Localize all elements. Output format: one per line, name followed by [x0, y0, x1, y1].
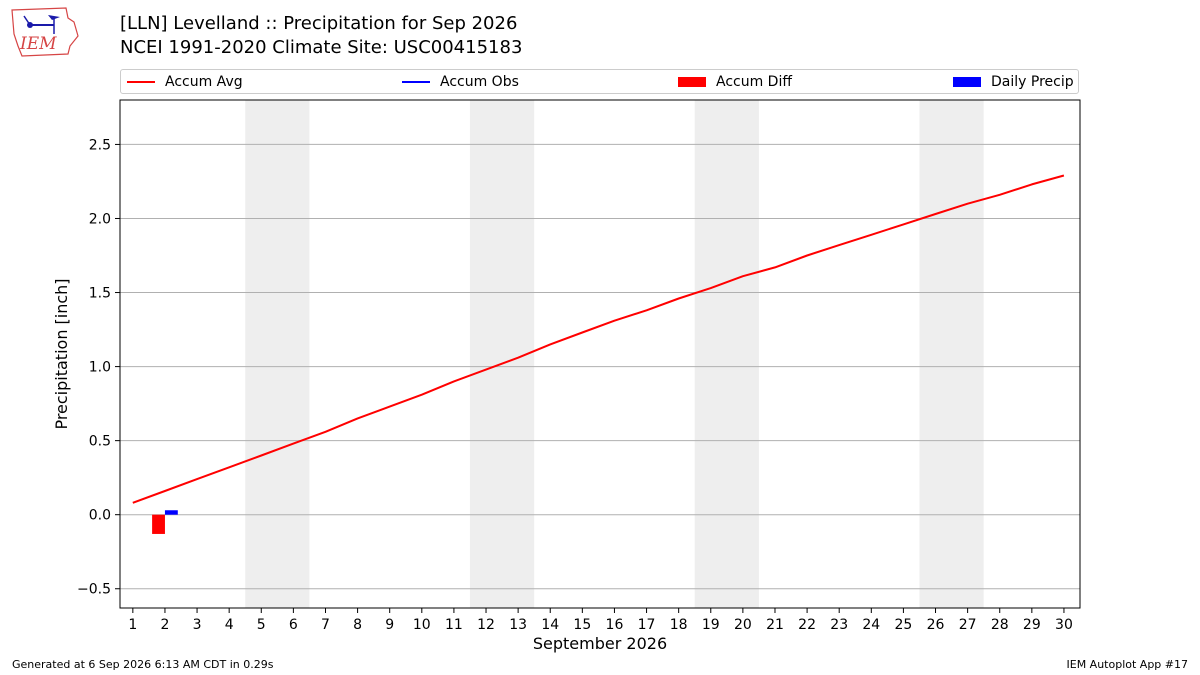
y-tick-label-0: −0.5	[77, 582, 111, 598]
legend-item-accum-diff: Accum Diff	[678, 73, 792, 91]
x-tick-label-12: 13	[509, 617, 527, 633]
legend-item-daily-precip: Daily Precip	[953, 73, 1074, 91]
iem-logo: IEM	[11, 7, 79, 57]
weekend-band-4	[919, 100, 984, 608]
y-axis-label: Precipitation [inch]	[52, 278, 71, 429]
chart-title: [LLN] Levelland :: Precipitation for Sep…	[120, 13, 518, 34]
x-tick-label-18: 19	[702, 617, 720, 633]
weekend-band-3	[694, 100, 759, 608]
x-tick-label-3: 4	[225, 617, 234, 633]
legend-swatch-daily-precip	[953, 77, 981, 87]
plot-frame	[119, 99, 1081, 609]
weekend-band-1	[245, 100, 310, 608]
app-note: IEM Autoplot App #17	[1066, 658, 1189, 671]
legend-label-accum-obs: Accum Obs	[440, 74, 519, 90]
legend-item-accum-obs: Accum Obs	[402, 73, 519, 91]
y-tick-label-2: 0.5	[89, 434, 111, 450]
x-tick-label-27: 28	[991, 617, 1009, 633]
x-tick-label-19: 20	[734, 617, 752, 633]
legend-label-daily-precip: Daily Precip	[991, 74, 1074, 90]
y-tick-label-5: 2.0	[89, 211, 111, 227]
legend-label-accum-diff: Accum Diff	[716, 74, 793, 90]
y-tick-label-6: 2.5	[89, 137, 111, 153]
x-tick-label-28: 29	[1023, 617, 1041, 633]
x-tick-label-7: 8	[353, 617, 362, 633]
x-tick-label-1: 2	[160, 617, 169, 633]
legend-swatch-accum-diff	[678, 77, 706, 87]
x-tick-label-22: 23	[830, 617, 848, 633]
x-tick-label-10: 11	[445, 617, 463, 633]
x-tick-label-24: 25	[894, 617, 912, 633]
legend-item-accum-avg: Accum Avg	[127, 73, 243, 91]
x-tick-label-29: 30	[1055, 617, 1073, 633]
bar-daily-precip-0	[164, 510, 178, 515]
weekend-band-2	[469, 100, 535, 608]
x-tick-label-8: 9	[385, 617, 394, 633]
legend-swatch-accum-obs	[402, 81, 430, 83]
x-tick-label-14: 15	[573, 617, 591, 633]
x-tick-label-17: 18	[670, 617, 688, 633]
y-tick-label-1: 0.0	[89, 508, 111, 524]
chart-subtitle: NCEI 1991-2020 Climate Site: USC00415183	[120, 37, 523, 58]
x-tick-label-9: 10	[413, 617, 431, 633]
x-tick-label-25: 26	[927, 617, 945, 633]
x-tick-label-21: 22	[798, 617, 816, 633]
x-tick-label-6: 7	[321, 617, 330, 633]
bar-accum-diff-0	[152, 514, 165, 534]
line-accum-avg	[132, 174, 1065, 504]
x-axis-label: September 2026	[533, 634, 667, 653]
logo-text: IEM	[19, 34, 57, 54]
x-tick-label-2: 3	[193, 617, 202, 633]
x-tick-label-16: 17	[638, 617, 656, 633]
generated-note: Generated at 6 Sep 2026 6:13 AM CDT in 0…	[12, 658, 274, 671]
x-tick-label-5: 6	[289, 617, 298, 633]
legend-label-accum-avg: Accum Avg	[165, 74, 243, 90]
x-tick-label-15: 16	[606, 617, 624, 633]
x-tick-label-13: 14	[541, 617, 559, 633]
x-tick-label-20: 21	[766, 617, 784, 633]
x-tick-label-26: 27	[959, 617, 977, 633]
y-tick-label-4: 1.5	[89, 286, 111, 302]
x-tick-label-0: 1	[128, 617, 137, 633]
legend-swatch-accum-avg	[127, 81, 155, 83]
x-tick-label-11: 12	[477, 617, 495, 633]
legend: Accum Avg Accum Obs Accum Diff Daily Pre…	[120, 69, 1079, 94]
x-tick-label-23: 24	[862, 617, 880, 633]
x-tick-label-4: 5	[257, 617, 266, 633]
y-tick-label-3: 1.0	[89, 360, 111, 376]
